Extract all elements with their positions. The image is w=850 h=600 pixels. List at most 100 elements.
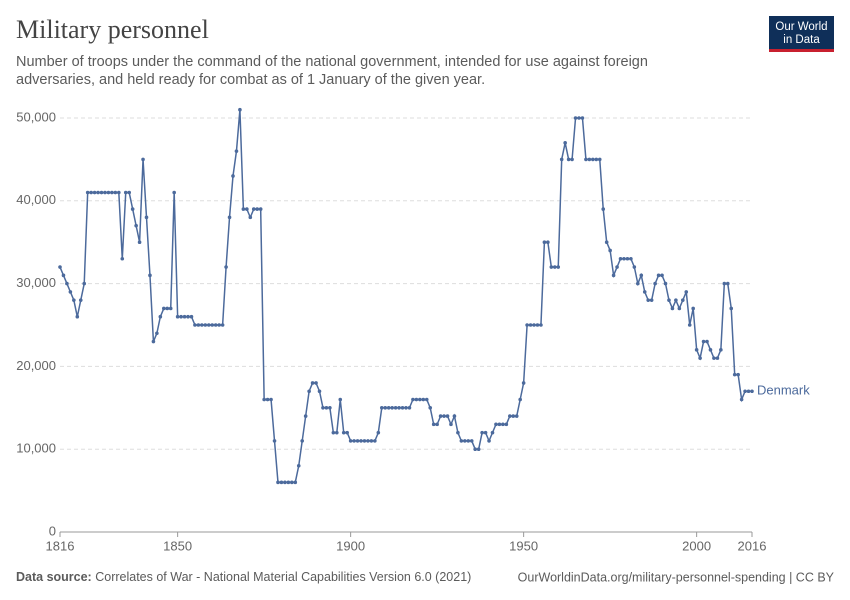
data-point bbox=[366, 439, 370, 443]
data-point bbox=[750, 389, 754, 394]
data-point bbox=[352, 439, 356, 443]
data-point bbox=[96, 190, 100, 195]
data-point bbox=[200, 323, 204, 327]
data-point bbox=[203, 323, 208, 327]
data-point bbox=[376, 430, 381, 435]
data-point bbox=[217, 323, 221, 327]
data-point bbox=[82, 281, 87, 286]
data-point bbox=[148, 273, 152, 278]
data-point bbox=[414, 397, 419, 402]
data-point bbox=[542, 240, 547, 244]
data-point bbox=[103, 190, 107, 195]
chart-title: Military personnel bbox=[16, 15, 209, 44]
data-point bbox=[535, 323, 540, 327]
data-point bbox=[729, 306, 734, 311]
logo-text: in Data bbox=[783, 34, 820, 46]
data-point bbox=[331, 430, 336, 435]
data-point bbox=[296, 463, 301, 468]
data-point bbox=[397, 406, 401, 410]
data-point bbox=[338, 397, 343, 402]
data-point bbox=[269, 397, 273, 402]
data-point bbox=[61, 273, 66, 278]
data-point bbox=[272, 439, 277, 443]
data-point bbox=[611, 273, 616, 278]
data-point bbox=[127, 190, 131, 195]
data-point bbox=[445, 414, 450, 418]
data-point bbox=[653, 281, 657, 286]
data-point bbox=[379, 406, 384, 410]
data-point bbox=[566, 157, 571, 162]
data-point bbox=[528, 323, 533, 327]
data-point bbox=[719, 348, 723, 352]
data-point bbox=[172, 190, 176, 195]
x-tick-label: 1850 bbox=[163, 538, 192, 553]
data-point bbox=[341, 430, 346, 435]
data-point bbox=[584, 157, 588, 162]
data-point bbox=[739, 397, 744, 402]
logo-text: Our World bbox=[775, 21, 827, 33]
data-point bbox=[743, 389, 747, 394]
data-point bbox=[189, 314, 194, 319]
data-point bbox=[335, 430, 339, 435]
data-point bbox=[58, 265, 62, 269]
data-point bbox=[234, 149, 239, 153]
data-point bbox=[549, 265, 554, 269]
data-point bbox=[629, 256, 633, 261]
data-point bbox=[670, 306, 675, 311]
data-point bbox=[514, 414, 519, 418]
data-point bbox=[732, 372, 737, 377]
data-point bbox=[314, 381, 318, 385]
data-point bbox=[307, 389, 311, 394]
y-tick-label: 40,000 bbox=[16, 192, 56, 207]
data-point bbox=[141, 157, 145, 162]
data-point bbox=[106, 190, 111, 195]
data-point bbox=[158, 314, 163, 319]
data-point bbox=[656, 273, 661, 278]
data-point bbox=[162, 306, 166, 311]
data-point bbox=[687, 323, 692, 327]
data-point bbox=[248, 215, 253, 220]
data-point bbox=[227, 215, 232, 220]
data-point bbox=[165, 306, 170, 311]
data-point bbox=[303, 414, 308, 418]
x-tick-label: 1816 bbox=[46, 538, 75, 553]
data-point bbox=[698, 356, 702, 360]
data-point bbox=[487, 439, 491, 443]
subtitle: Number of troops under the command of th… bbox=[16, 54, 648, 70]
data-point bbox=[594, 157, 599, 162]
data-point bbox=[428, 406, 433, 410]
data-point bbox=[622, 256, 626, 261]
data-point bbox=[546, 240, 550, 244]
data-point bbox=[411, 397, 415, 402]
data-point bbox=[238, 107, 242, 112]
data-point bbox=[359, 439, 363, 443]
x-tick-label: 1950 bbox=[509, 538, 538, 553]
data-point bbox=[431, 422, 436, 427]
data-point bbox=[231, 174, 235, 178]
data-point bbox=[701, 339, 706, 344]
data-point bbox=[424, 397, 429, 402]
data-point bbox=[120, 256, 125, 261]
data-point bbox=[722, 281, 727, 286]
data-point bbox=[407, 406, 412, 410]
data-point bbox=[597, 157, 602, 162]
data-point bbox=[521, 381, 526, 385]
data-point bbox=[632, 265, 637, 269]
data-point bbox=[328, 406, 332, 410]
data-point bbox=[113, 190, 118, 195]
data-point bbox=[276, 480, 280, 485]
data-point bbox=[712, 356, 716, 360]
data-point bbox=[480, 430, 484, 435]
subtitle: adversaries, and held ready for combat a… bbox=[16, 72, 485, 88]
y-tick-label: 0 bbox=[49, 523, 56, 538]
footer-url: OurWorldinData.org/military-personnel-sp… bbox=[518, 570, 835, 584]
data-point bbox=[497, 422, 502, 427]
data-point bbox=[355, 439, 360, 443]
footer-source: Data source: Correlates of War - Nationa… bbox=[16, 570, 471, 584]
data-point bbox=[663, 281, 668, 286]
data-point bbox=[293, 480, 298, 485]
x-tick-label: 2016 bbox=[738, 538, 767, 553]
data-point bbox=[525, 323, 529, 327]
data-point bbox=[279, 480, 284, 485]
data-point bbox=[265, 397, 270, 402]
